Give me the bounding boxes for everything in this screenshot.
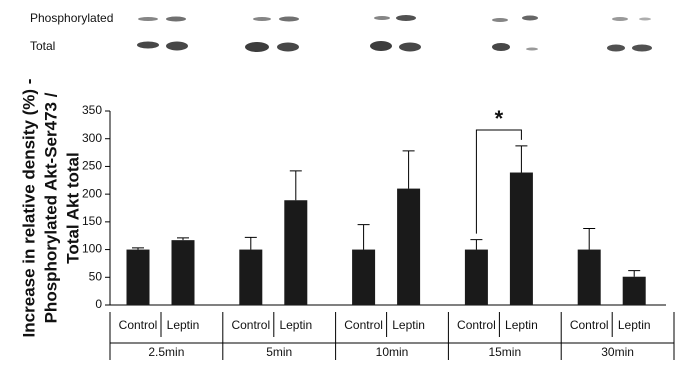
group-label: 30min — [601, 345, 634, 359]
bar — [510, 173, 533, 305]
error-bar — [132, 248, 144, 250]
error-bar — [470, 240, 482, 250]
x-tick-label: Control — [457, 318, 496, 332]
x-tick-label: Control — [231, 318, 270, 332]
x-tick-label: Leptin — [505, 318, 538, 332]
error-bar — [177, 238, 189, 240]
bar — [127, 250, 150, 305]
y-tick-label: 150 — [82, 214, 102, 228]
y-tick-label: 50 — [89, 269, 103, 283]
y-tick-label: 200 — [82, 186, 102, 200]
x-tick-label: Control — [119, 318, 158, 332]
x-tick-label: Leptin — [618, 318, 651, 332]
y-tick-label: 350 — [82, 103, 102, 117]
y-axis-label: Phosphorylated Akt-Ser473 / — [41, 92, 60, 323]
error-bar — [403, 151, 415, 189]
y-tick-label: 100 — [82, 242, 102, 256]
x-tick-label: Leptin — [279, 318, 312, 332]
group-label: 5min — [266, 345, 292, 359]
x-tick-label: Control — [344, 318, 383, 332]
bar — [284, 200, 307, 305]
bar — [465, 250, 488, 305]
y-tick-label: 300 — [82, 131, 102, 145]
annotation: * — [495, 106, 504, 131]
bar — [352, 250, 375, 305]
error-bar — [628, 271, 640, 277]
group-label: 15min — [488, 345, 521, 359]
bar — [397, 189, 420, 305]
error-bar — [583, 229, 595, 250]
blot-label: Phosphorylated — [30, 11, 113, 25]
error-bar — [245, 237, 257, 249]
y-axis-label: Total Akt total — [63, 152, 82, 263]
group-label: 10min — [376, 345, 409, 359]
group-label: 2.5min — [148, 345, 184, 359]
bar — [578, 250, 601, 305]
x-tick-label: Leptin — [167, 318, 200, 332]
error-bar — [290, 171, 302, 200]
y-tick-label: 0 — [95, 297, 102, 311]
x-tick-label: Leptin — [392, 318, 425, 332]
chart: Phosphorylated Total Increase in relativ… — [0, 0, 675, 386]
blot-label: Total — [30, 39, 55, 53]
y-tick-label: 250 — [82, 159, 102, 173]
error-bar — [358, 225, 370, 250]
error-bar — [515, 146, 527, 173]
blot-image — [137, 15, 652, 52]
bar — [239, 250, 262, 305]
bar — [172, 240, 195, 305]
y-axis-label: Increase in relative density (%) - — [19, 79, 38, 338]
bar — [623, 277, 646, 305]
x-tick-label: Control — [570, 318, 609, 332]
